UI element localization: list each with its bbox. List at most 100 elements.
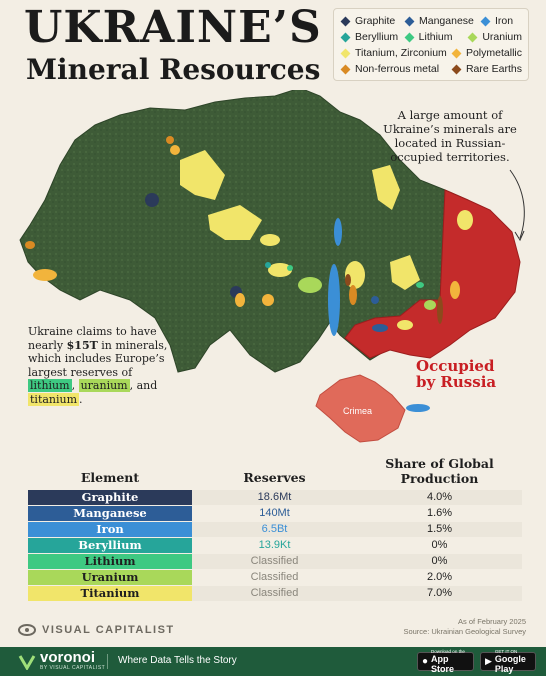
legend-item-uranium: Uranium xyxy=(467,31,522,43)
crimea-label: Crimea xyxy=(343,406,373,416)
app-store-button[interactable]: ● Download on the App Store xyxy=(417,649,474,674)
element-cell: Titanium xyxy=(28,586,192,601)
uranium-highlight: uranium xyxy=(78,379,130,392)
element-cell: Lithium xyxy=(28,554,192,569)
titanium-deposit xyxy=(372,165,400,210)
share-cell: 7.0% xyxy=(426,587,453,599)
table-row: Manganese 140Mt 1.6% xyxy=(28,506,522,521)
diamond-icon xyxy=(340,16,351,26)
diamond-icon xyxy=(340,32,351,42)
table-row: Uranium Classified 2.0% xyxy=(28,570,522,585)
manganese-deposit xyxy=(372,324,388,332)
legend-item-polymetallic: Polymetallic xyxy=(451,47,522,59)
occupied-label: Occupied by Russia xyxy=(416,357,497,391)
table-row: Titanium Classified 7.0% xyxy=(28,586,522,601)
reserves-annotation: Ukraine claims to have nearly $15T in mi… xyxy=(28,325,168,406)
legend-item-graphite: Graphite xyxy=(340,15,404,27)
iron-deposit xyxy=(406,404,430,412)
occupied-annotation: A large amount of Ukraine’s minerals are… xyxy=(383,108,517,164)
reserves-cell: Classified xyxy=(250,587,299,599)
reserves-cell: Classified xyxy=(250,555,299,567)
annotation-arrow xyxy=(509,169,525,239)
titanium-deposit xyxy=(457,210,473,230)
lithium-deposit xyxy=(416,282,424,288)
non-ferrous-deposit xyxy=(25,241,35,249)
uranium-deposit xyxy=(298,277,322,293)
table-row: Graphite 18.6Mt 4.0% xyxy=(28,490,522,505)
legend-item-non-ferrous-metal: Non-ferrous metal xyxy=(340,63,451,75)
share-cell: 2.0% xyxy=(426,571,453,583)
table-row: Beryllium 13.9Kt 0% xyxy=(28,538,522,553)
crimea-region xyxy=(315,374,406,443)
element-cell: Iron xyxy=(28,522,192,537)
iron-deposit xyxy=(328,264,340,336)
element-cell: Uranium xyxy=(28,570,192,585)
play-icon: ▶ xyxy=(485,656,492,666)
lithium-deposit xyxy=(287,265,293,271)
header-element: Element xyxy=(80,470,140,485)
apple-icon: ● xyxy=(422,656,429,667)
reserves-cell: 6.5Bt xyxy=(261,523,288,535)
diamond-icon xyxy=(451,48,462,58)
reserves-cell: 13.9Kt xyxy=(258,539,291,551)
footer-divider xyxy=(107,654,108,669)
graphite-deposit xyxy=(145,193,159,207)
element-cell: Beryllium xyxy=(28,538,192,553)
footer-tagline: Where Data Tells the Story xyxy=(118,655,237,666)
element-cell: Manganese xyxy=(28,506,192,521)
non-ferrous-deposit xyxy=(349,285,357,305)
diamond-icon xyxy=(480,16,491,26)
rare-earths-deposit xyxy=(345,274,351,286)
diamond-icon xyxy=(451,64,462,74)
table-row: Lithium Classified 0% xyxy=(28,554,522,569)
share-cell: 0% xyxy=(431,539,448,551)
voronoi-logo[interactable]: voronoi BY VISUAL CAPITALIST xyxy=(18,650,105,671)
element-cell: Graphite xyxy=(28,490,192,505)
voronoi-icon xyxy=(18,654,36,670)
titanium-deposit xyxy=(268,263,292,277)
beryllium-deposit xyxy=(265,262,271,268)
diamond-icon xyxy=(404,32,415,42)
legend-item-manganese: Manganese xyxy=(404,15,480,27)
header-share: Share of Global Production xyxy=(385,456,494,486)
map-legend: Graphite Manganese Iron Beryllium Lithiu… xyxy=(333,8,529,81)
google-play-button[interactable]: ▶ GET IT ON Google Play xyxy=(480,649,536,674)
annotation-arrowhead xyxy=(514,230,525,242)
page-title: UKRAINE’S xyxy=(24,2,322,53)
footer-bar: voronoi BY VISUAL CAPITALIST Where Data … xyxy=(0,647,546,676)
rare-earths-deposit xyxy=(437,296,443,324)
polymetallic-deposit xyxy=(262,294,274,306)
source-note: As of February 2025 Source: Ukrainian Ge… xyxy=(403,617,526,636)
reserves-cell: 18.6Mt xyxy=(257,491,292,503)
vc-logo-icon xyxy=(18,624,36,636)
titanium-deposit xyxy=(208,205,262,240)
manganese-deposit xyxy=(371,296,379,304)
iron-deposit xyxy=(334,218,342,246)
visual-capitalist-logo: VISUAL CAPITALIST xyxy=(18,624,175,636)
titanium-deposit xyxy=(260,234,280,246)
share-cell: 1.5% xyxy=(426,523,453,535)
polymetallic-deposit xyxy=(450,281,460,299)
non-ferrous-deposit xyxy=(166,136,174,144)
lithium-highlight: lithium xyxy=(28,379,72,392)
diamond-icon xyxy=(340,48,351,58)
diamond-icon xyxy=(404,16,415,26)
legend-item-lithium: Lithium xyxy=(404,31,468,43)
mineral-deposits xyxy=(25,136,473,412)
titanium-highlight: titanium xyxy=(28,392,80,406)
titanium-deposit xyxy=(180,150,225,200)
occupied-territory xyxy=(344,189,521,359)
diamond-icon xyxy=(467,32,478,42)
share-cell: 0% xyxy=(431,555,448,567)
share-cell: 1.6% xyxy=(426,507,453,519)
share-cell: 4.0% xyxy=(426,491,453,503)
polymetallic-deposit xyxy=(33,269,57,281)
titanium-deposit xyxy=(397,320,413,330)
legend-item-iron: Iron xyxy=(480,15,513,27)
header-reserves: Reserves xyxy=(243,470,306,485)
titanium-deposit xyxy=(390,255,420,290)
polymetallic-deposit xyxy=(170,145,180,155)
reserves-cell: 140Mt xyxy=(259,507,290,519)
legend-item-beryllium: Beryllium xyxy=(340,31,404,43)
legend-item-titanium-zirconium: Titanium, Zirconium xyxy=(340,47,451,59)
